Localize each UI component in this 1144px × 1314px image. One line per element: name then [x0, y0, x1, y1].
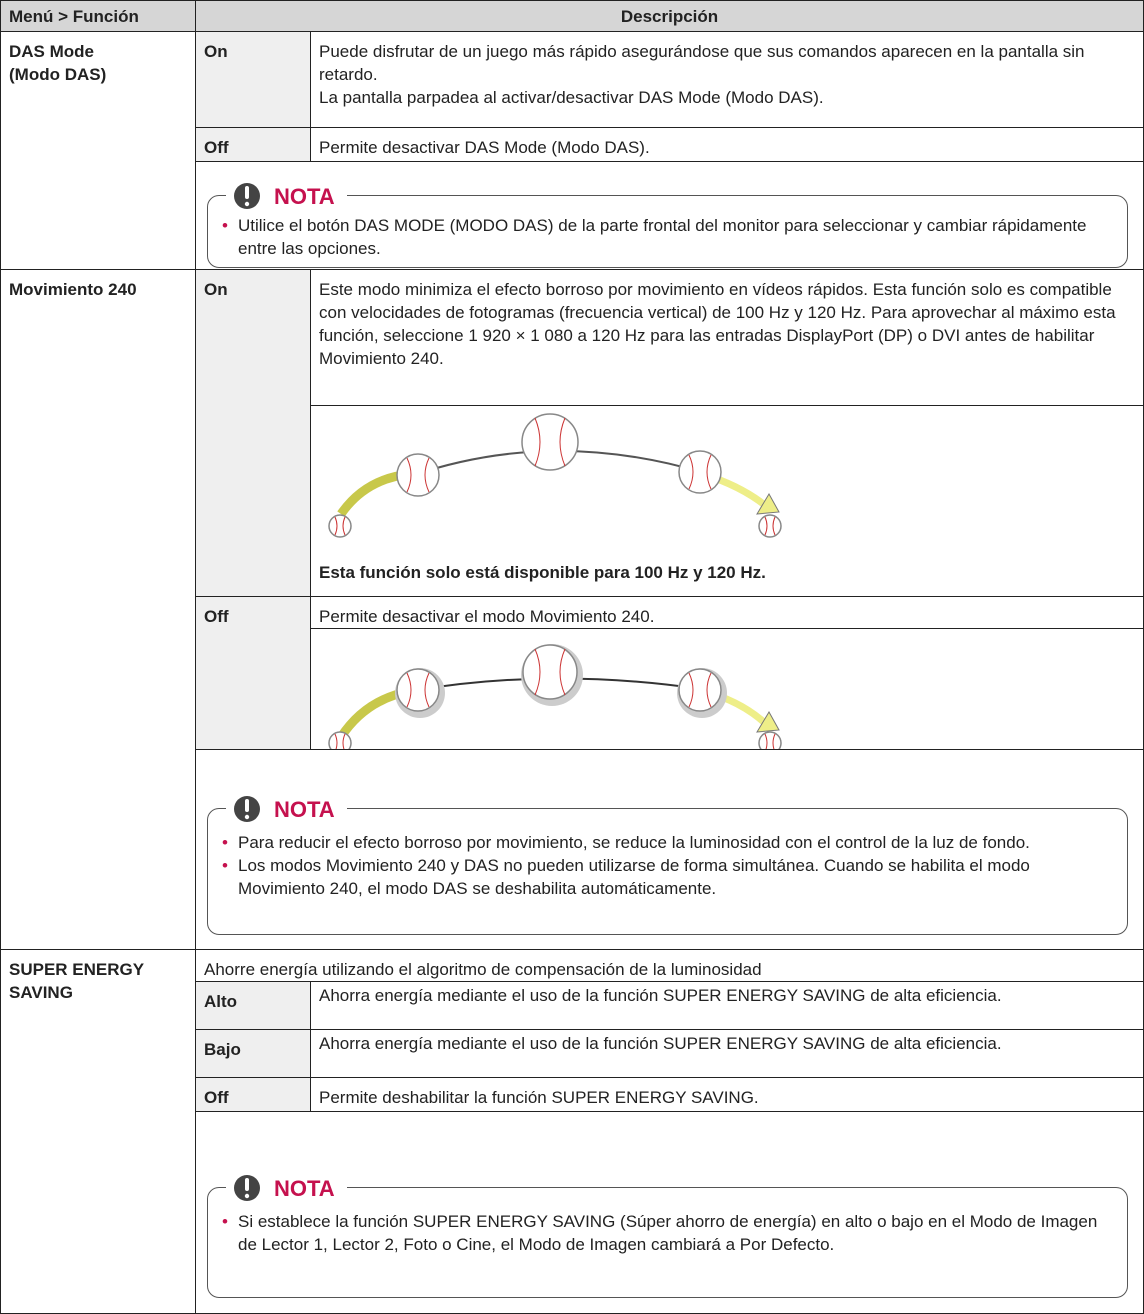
intro-text: Ahorre energía utilizando el algoritmo d… — [204, 960, 762, 979]
motion-illustration — [328, 644, 782, 749]
note-cell: NOTA Para reducir el efecto borroso por … — [196, 750, 1144, 950]
note-box: NOTA Utilice el botón DAS MODE (MODO DAS… — [207, 179, 1128, 268]
option-cell: Off — [196, 128, 311, 162]
paragraph: Permite deshabilitar la función SUPER EN… — [319, 1088, 759, 1107]
function-name: SAVING — [9, 983, 73, 1002]
function-cell: DAS Mode (Modo DAS) — [0, 32, 196, 270]
paragraph: Permite desactivar DAS Mode (Modo DAS). — [319, 138, 650, 157]
option-cell: On — [196, 270, 311, 597]
description-cell: Ahorra energía mediante el uso de la fun… — [311, 982, 1144, 1030]
header-menu: Menú > Función — [9, 7, 139, 26]
paragraph: Ahorra energía mediante el uso de la fun… — [319, 1034, 1002, 1053]
note-title: NOTA — [226, 792, 347, 826]
note-item: Para reducir el efecto borroso por movim… — [222, 831, 1107, 854]
note-title: NOTA — [226, 179, 347, 213]
note-icon — [234, 796, 260, 822]
header-cell: Descripción — [196, 0, 1144, 32]
paragraph: La pantalla parpadea al activar/desactiv… — [319, 88, 824, 107]
option-cell: Alto — [196, 982, 311, 1030]
image-cell: Esta función solo está disponible para 1… — [311, 406, 1144, 597]
paragraph: Permite desactivar el modo Movimiento 24… — [319, 607, 655, 626]
note-title-text: NOTA — [274, 183, 335, 209]
option-cell: Off — [196, 1078, 311, 1112]
description-cell: Este modo minimiza el efecto borroso por… — [311, 270, 1144, 406]
note-cell: NOTA Utilice el botón DAS MODE (MODO DAS… — [196, 162, 1144, 270]
note-icon — [234, 1175, 260, 1201]
option-cell: Bajo — [196, 1030, 311, 1078]
option-cell: Off — [196, 597, 311, 750]
note-cell: NOTA Si establece la función SUPER ENERG… — [196, 1112, 1144, 1314]
option-label: Off — [204, 607, 229, 626]
function-name: SUPER ENERGY — [9, 960, 145, 979]
note-item: Si establece la función SUPER ENERGY SAV… — [222, 1210, 1107, 1256]
option-cell: On — [196, 32, 311, 128]
function-name: DAS Mode — [9, 42, 94, 61]
motion-illustration — [328, 413, 782, 538]
description-cell: Puede disfrutar de un juego más rápido a… — [311, 32, 1144, 128]
option-label: Bajo — [204, 1040, 241, 1059]
header-description: Descripción — [620, 7, 719, 26]
function-cell: SUPER ENERGY SAVING — [0, 950, 196, 1314]
option-label: Off — [204, 1088, 229, 1107]
function-name: Movimiento 240 — [9, 280, 137, 299]
note-box: NOTA Si establece la función SUPER ENERG… — [207, 1171, 1128, 1298]
option-label: On — [204, 280, 228, 299]
note-icon — [234, 183, 260, 209]
function-name: (Modo DAS) — [9, 65, 107, 84]
description-cell: Permite deshabilitar la función SUPER EN… — [311, 1078, 1144, 1112]
intro-cell: Ahorre energía utilizando el algoritmo d… — [196, 950, 1144, 982]
image-caption: Esta función solo está disponible para 1… — [319, 563, 766, 582]
image-cell — [311, 629, 1144, 750]
note-title: NOTA — [226, 1171, 347, 1205]
note-box: NOTA Para reducir el efecto borroso por … — [207, 792, 1128, 935]
description-cell: Permite desactivar el modo Movimiento 24… — [311, 597, 1144, 629]
note-item: Los modos Movimiento 240 y DAS no pueden… — [222, 854, 1107, 900]
function-cell: Movimiento 240 — [0, 270, 196, 950]
description-cell: Permite desactivar DAS Mode (Modo DAS). — [311, 128, 1144, 162]
description-cell: Ahorra energía mediante el uso de la fun… — [311, 1030, 1144, 1078]
header-cell: Menú > Función — [0, 0, 196, 32]
option-label: Off — [204, 138, 229, 157]
note-item: Utilice el botón DAS MODE (MODO DAS) de … — [222, 214, 1107, 260]
option-label: Alto — [204, 992, 238, 1011]
paragraph: Ahorra energía mediante el uso de la fun… — [319, 986, 1002, 1005]
paragraph: Puede disfrutar de un juego más rápido a… — [319, 42, 1085, 84]
note-title-text: NOTA — [274, 796, 335, 822]
option-label: On — [204, 42, 228, 61]
paragraph: Este modo minimiza el efecto borroso por… — [319, 280, 1116, 368]
note-title-text: NOTA — [274, 1175, 335, 1201]
